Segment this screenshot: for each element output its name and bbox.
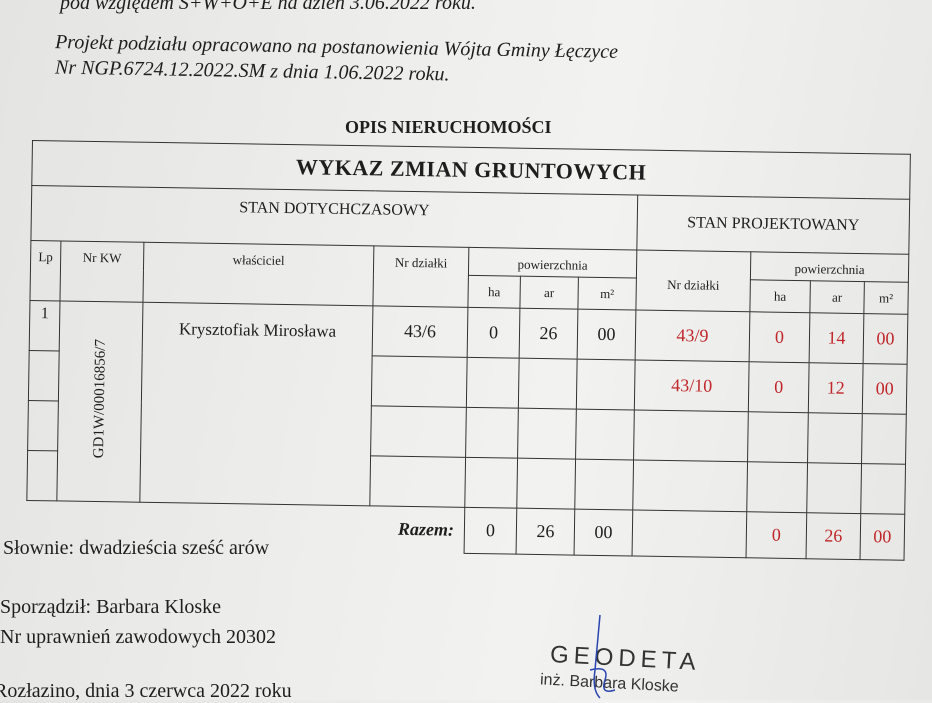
empty-cell bbox=[632, 509, 747, 558]
row-lp: 1 bbox=[29, 300, 60, 351]
col-ha: ha bbox=[467, 275, 521, 309]
license-number: Nr uprawnień zawodowych 20302 bbox=[0, 626, 277, 648]
land-changes-table: WYKAZ ZMIAN GRUNTOWYCH STAN DOTYCHCZASOW… bbox=[26, 140, 911, 561]
empty-cell bbox=[464, 457, 518, 509]
proj-plot-2: 43/10 bbox=[634, 360, 750, 412]
empty-cell bbox=[517, 408, 577, 460]
col-plot-no: Nr działki bbox=[372, 245, 469, 308]
col-lp: Lp bbox=[29, 240, 61, 301]
empty-cell bbox=[465, 407, 519, 459]
place-date: Rozłazino, dnia 3 czerwca 2022 roku bbox=[0, 680, 292, 702]
col-m2: m² bbox=[577, 277, 637, 311]
empty-cell bbox=[466, 357, 520, 409]
proj-ar-1: 14 bbox=[809, 312, 864, 364]
col-projected-plot-no: Nr działki bbox=[635, 250, 751, 312]
signature-mark bbox=[589, 614, 616, 699]
empty-cell bbox=[518, 358, 578, 410]
proj-m2-1: 00 bbox=[863, 313, 908, 365]
empty-cell bbox=[574, 459, 634, 510]
totals-proj-ha: 0 bbox=[746, 511, 807, 559]
row-nr-kw: GD1W/00016856/7 bbox=[56, 300, 143, 503]
proj-plot-1: 43/9 bbox=[635, 310, 750, 362]
row-owner: Krysztofiak Mirosława bbox=[139, 302, 373, 506]
table-caption: OPIS NIERUCHOMOŚCI bbox=[345, 117, 552, 137]
section-projected: STAN PROJEKTOWANY bbox=[636, 195, 910, 255]
empty-cell bbox=[575, 409, 635, 460]
totals-proj-m2: 00 bbox=[860, 513, 905, 561]
empty-cell bbox=[633, 409, 749, 462]
col-proj-m2: m² bbox=[863, 281, 909, 315]
empty-cell bbox=[369, 455, 466, 508]
partial-header-line: pod względem S+W+O+E na dzień 3.06.2022 … bbox=[60, 0, 476, 14]
col-ar: ar bbox=[519, 276, 579, 310]
totals-ha: 0 bbox=[464, 507, 517, 555]
proj-ha-1: 0 bbox=[749, 311, 810, 363]
prepared-by: Sporządził: Barbara Kloske bbox=[0, 596, 222, 618]
empty-cell bbox=[632, 459, 748, 512]
empty-cell bbox=[747, 411, 809, 463]
proj-ar-2: 12 bbox=[808, 362, 864, 414]
empty-cell bbox=[807, 412, 863, 464]
amount-in-words: Słownie: dwadzieścia sześć arów bbox=[3, 537, 270, 559]
empty-cell bbox=[861, 413, 907, 465]
col-proj-ar: ar bbox=[809, 280, 865, 314]
section-existing: STAN DOTYCHCZASOWY bbox=[30, 185, 638, 251]
empty-cell bbox=[371, 355, 468, 408]
empty-cell bbox=[28, 350, 60, 401]
totals-proj-ar: 26 bbox=[806, 512, 861, 560]
totals-m2: 00 bbox=[574, 509, 633, 556]
empty-cell bbox=[26, 450, 58, 501]
project-line-2: Nr NGP.6724.12.2022.SM z dnia 1.06.2022 … bbox=[54, 56, 450, 86]
empty-cell bbox=[746, 461, 808, 513]
col-owner: właściciel bbox=[142, 242, 374, 306]
col-projected-area: powierzchnia bbox=[750, 251, 909, 283]
empty-cell bbox=[516, 458, 576, 510]
proj-ha-2: 0 bbox=[748, 361, 810, 413]
col-area: powierzchnia bbox=[468, 247, 637, 279]
empty-cell bbox=[806, 462, 862, 514]
row-m2: 00 bbox=[577, 309, 636, 361]
row-plot-no: 43/6 bbox=[372, 305, 468, 358]
proj-m2-2: 00 bbox=[862, 363, 908, 415]
empty-cell bbox=[27, 400, 59, 451]
row-ha: 0 bbox=[467, 307, 520, 359]
col-nr-kw: Nr KW bbox=[59, 240, 144, 303]
row-ar: 26 bbox=[519, 308, 578, 360]
totals-ar: 26 bbox=[516, 508, 575, 556]
col-proj-ha: ha bbox=[749, 279, 811, 313]
empty-cell bbox=[370, 405, 467, 458]
empty-cell bbox=[576, 359, 636, 410]
empty-cell bbox=[860, 463, 906, 515]
nr-kw-value: GD1W/00016856/7 bbox=[90, 339, 109, 459]
